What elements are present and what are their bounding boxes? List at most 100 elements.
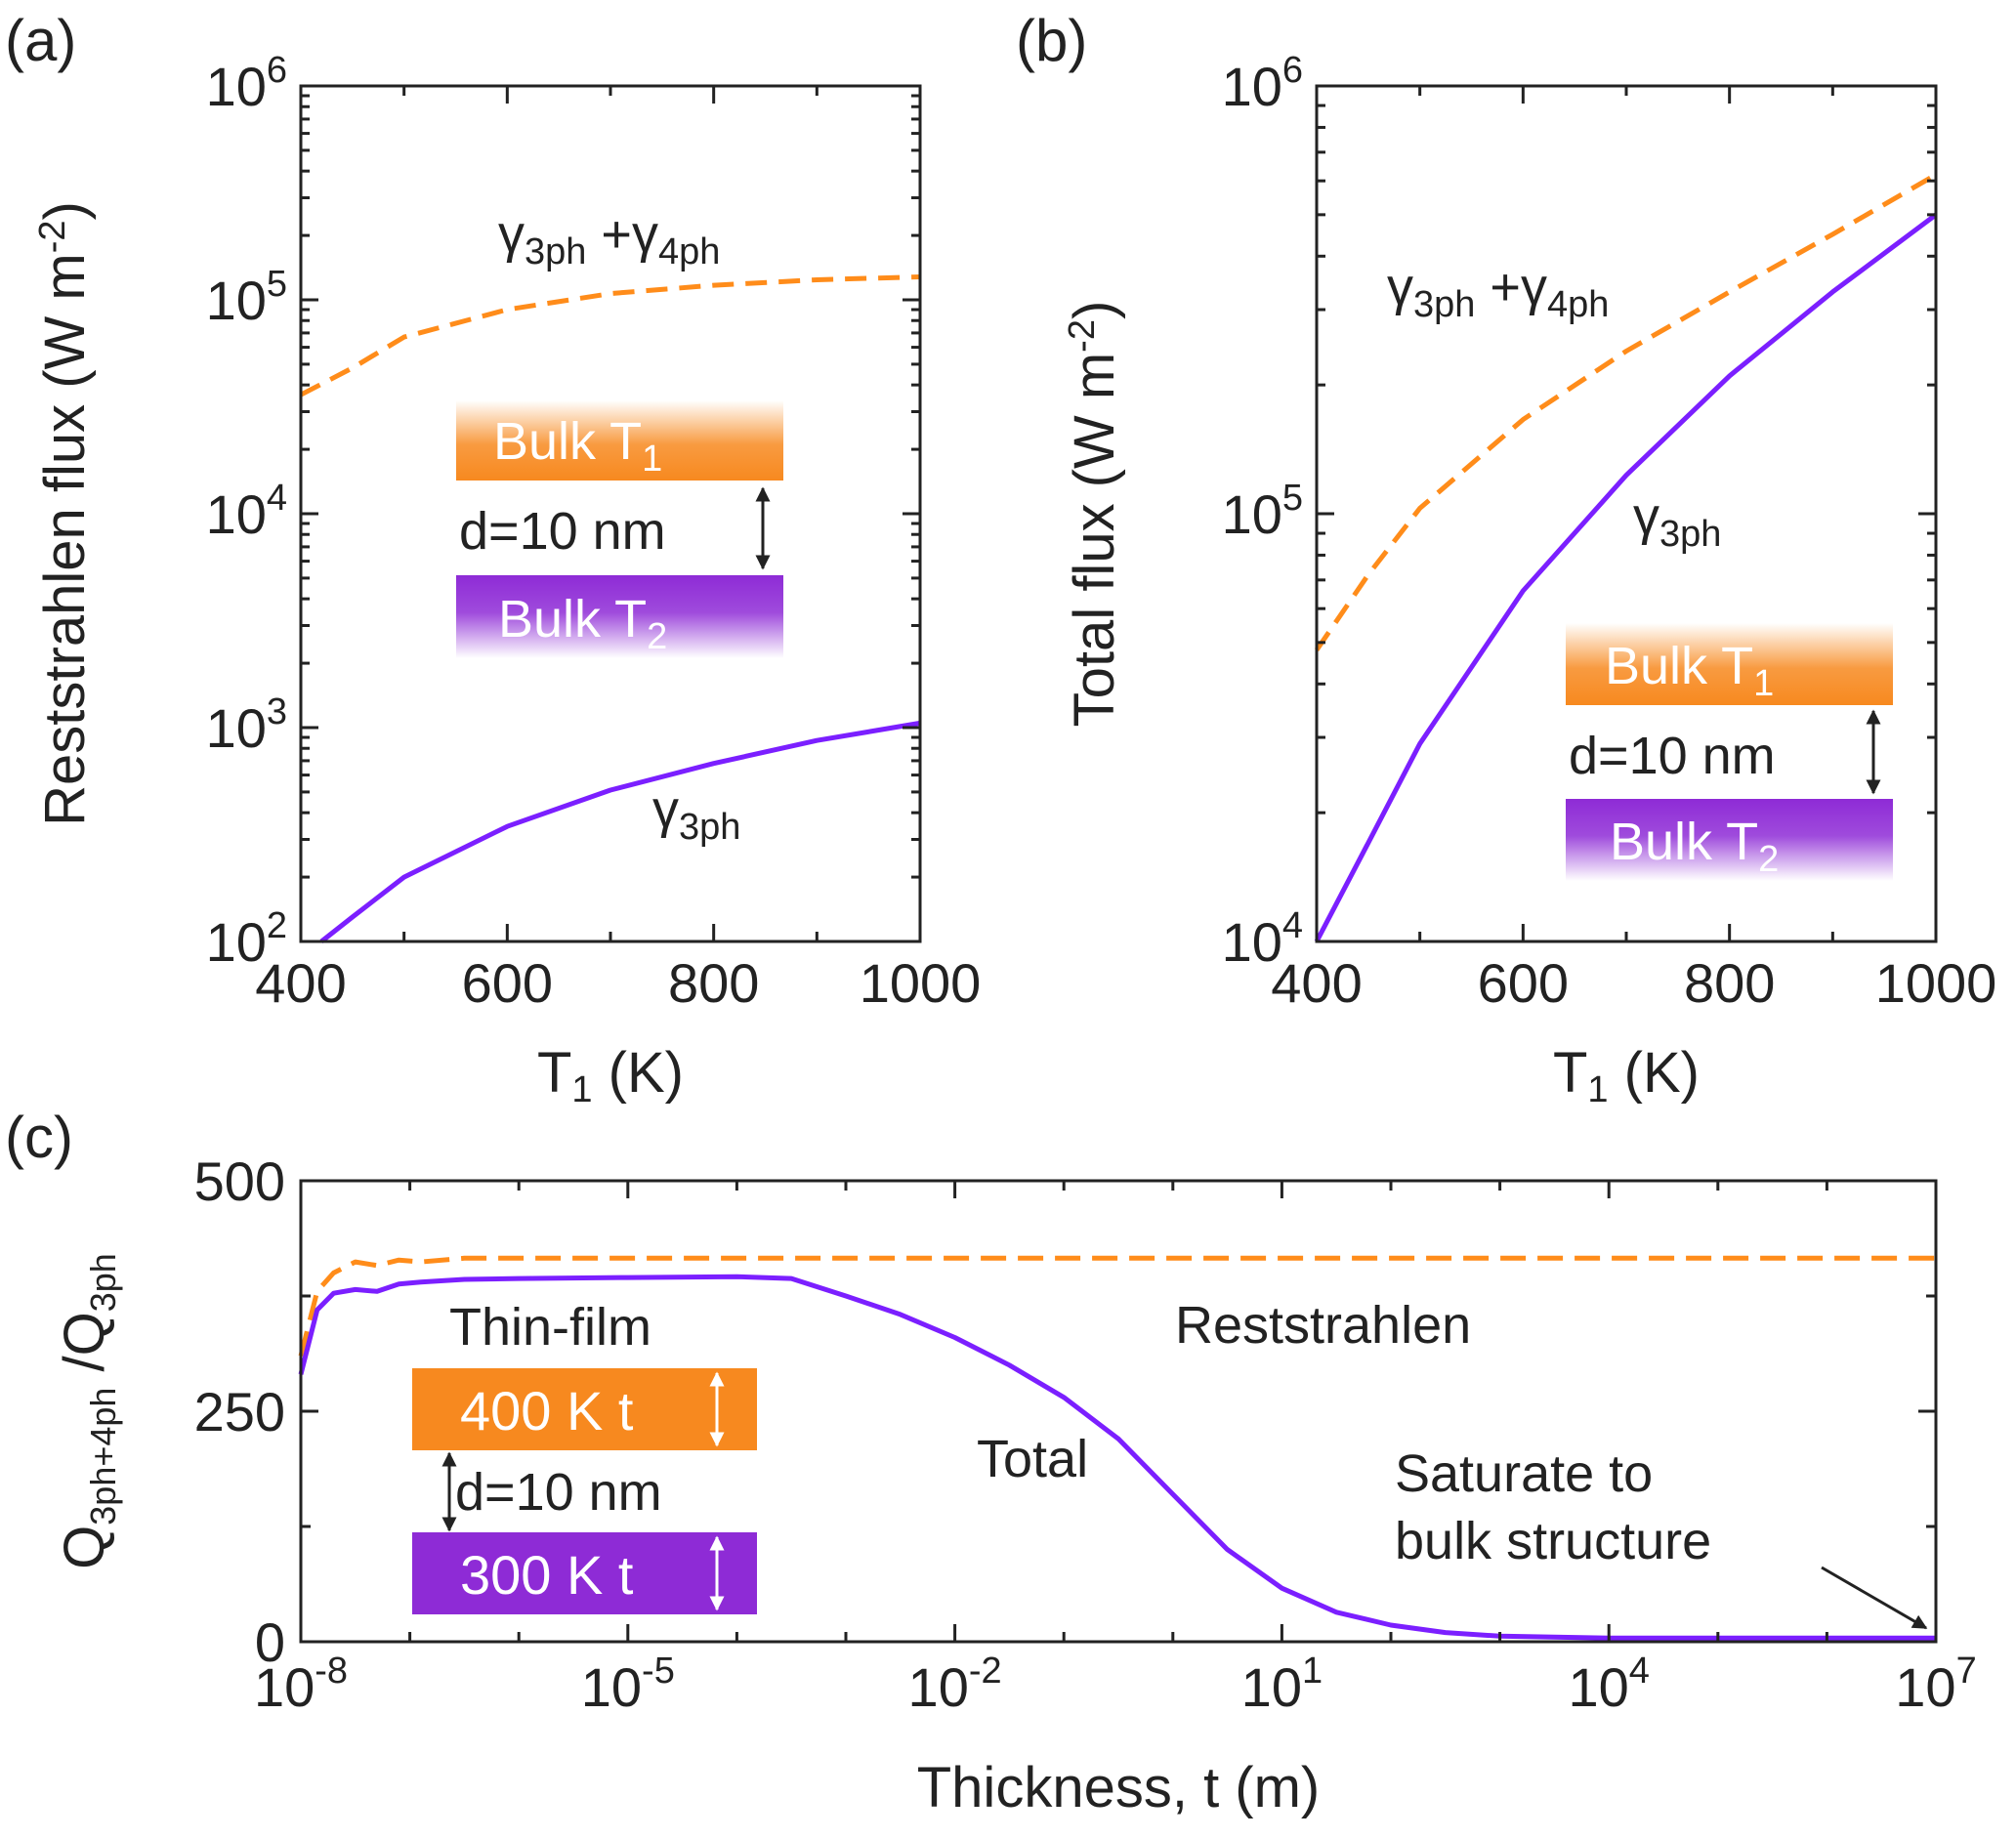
b-y-tick-label-4-base: 10 <box>1222 911 1282 973</box>
b-series-gamma-3ph-line <box>1314 212 1938 943</box>
panel-b-ylabel-sup: -2 <box>1062 319 1103 353</box>
b-top-box-sub: 1 <box>1753 663 1774 704</box>
a-y-tick-label-2-exp: 2 <box>267 905 287 946</box>
a-y-tick-label-6-exp: 6 <box>267 50 287 91</box>
panel-a-ylabel-end: ) <box>33 201 97 220</box>
c-x-tick-label-1: 101 <box>1241 1651 1323 1718</box>
b-y-tick-label-5: 105 <box>1222 478 1303 545</box>
a-y-tick-label-4-exp: 4 <box>267 478 287 519</box>
panel-c-ylabel-sub2: 3ph <box>83 1253 123 1312</box>
a-top-box-text: Bulk T <box>493 412 642 471</box>
panel-c-inset-top-box <box>412 1368 757 1450</box>
b-y-tick-label-4: 104 <box>1222 905 1303 973</box>
a-y-tick-label-2-base: 10 <box>206 911 267 973</box>
c-x-tick-label-7-exp: 7 <box>1956 1651 1977 1692</box>
panel-a-xlabel-main: T <box>537 1041 571 1105</box>
panel-a-inset-bottom-label: Bulk T2 <box>498 590 667 657</box>
a-y-tick-label-5-base: 10 <box>206 270 267 331</box>
c-x-tick-label--2: 10-2 <box>908 1651 1002 1718</box>
panel-a-y-axis-title: Reststrahlen flux (W m-2) <box>32 201 97 826</box>
b-bottom-box-text: Bulk T <box>1610 813 1758 871</box>
b-y-tick-label-5-exp: 5 <box>1282 478 1303 519</box>
panel-b-inset-top-label: Bulk T1 <box>1605 637 1774 704</box>
b-y-tick-label-4-exp: 4 <box>1282 905 1303 946</box>
c-y-tick-label-500: 500 <box>194 1150 285 1212</box>
c-x-tick-label--8-base: 10 <box>254 1656 315 1718</box>
b-x-tick-label-1000: 1000 <box>1875 952 1997 1014</box>
a2-sub: 3ph <box>679 807 740 848</box>
a-series-gamma-3ph-4ph-line <box>299 274 921 397</box>
panel-c-inset-bottom-label: 300 K t <box>460 1544 634 1606</box>
c-x-tick-label--2-exp: -2 <box>969 1651 1002 1692</box>
panel-a-annotation-3ph: γ3ph <box>652 780 740 848</box>
panel-b-y-axis-title: Total flux (W m-2) <box>1062 301 1126 728</box>
panel-a-x-axis-title: T1 (K) <box>537 1041 684 1110</box>
panel-c-ylabel-mid: /Q <box>53 1312 116 1387</box>
panel-b-annotation-3ph: γ3ph <box>1633 487 1721 555</box>
b1-op: + <box>1475 258 1521 316</box>
panel-c-inset: Thin-film 400 K t d=10 nm 300 K t <box>412 1298 757 1614</box>
a-y-tick-label-5-exp: 5 <box>267 264 287 305</box>
c-x-tick-label--5: 10-5 <box>581 1651 675 1718</box>
b1-gamma2: γ <box>1521 258 1547 316</box>
panel-b-label: (b) <box>1016 8 1087 73</box>
panel-c-annotation-reststrahlen: Reststrahlen <box>1175 1296 1471 1355</box>
c-x-tick-label-4-base: 10 <box>1568 1656 1628 1718</box>
panel-a-inset-gap-label: d=10 nm <box>459 502 666 561</box>
panel-b-xlabel-main: T <box>1553 1041 1587 1105</box>
a-y-tick-label-4-base: 10 <box>206 483 267 545</box>
panel-c-saturate-arrow <box>1821 1566 1928 1630</box>
panel-b-x-axis-title: T1 (K) <box>1553 1041 1700 1110</box>
panel-a-inset-bottom-box <box>456 575 783 658</box>
b-top-box-text: Bulk T <box>1605 637 1753 695</box>
c-x-tick-label--2-base: 10 <box>908 1656 969 1718</box>
panel-c-y-axis-title: Q3ph+4ph /Q3ph <box>53 1253 123 1569</box>
b-y-tick-label-6-base: 10 <box>1222 56 1282 117</box>
a-y-tick-label-3-base: 10 <box>206 697 267 759</box>
a1-gamma: γ <box>498 205 525 264</box>
b-bottom-box-sub: 2 <box>1758 839 1779 880</box>
a-x-tick-label-400: 400 <box>255 952 346 1014</box>
a-y-tick-label-4: 104 <box>206 478 287 545</box>
a-x-tick-label-600: 600 <box>462 952 553 1014</box>
b-x-tick-label-400: 400 <box>1271 952 1362 1014</box>
panel-c-annotation-saturate-line1: Saturate to <box>1395 1444 1653 1503</box>
c-y-tick-label-250: 250 <box>194 1381 285 1442</box>
c-x-tick-label--5-base: 10 <box>581 1656 642 1718</box>
a-x-tick-label-800: 800 <box>668 952 759 1014</box>
b2-sub: 3ph <box>1659 514 1721 555</box>
c-series-total-line <box>298 1274 1936 1641</box>
panel-b-inset: Bulk T1 d=10 nm Bulk T2 <box>1566 623 1893 881</box>
b-x-tick-label-600: 600 <box>1478 952 1569 1014</box>
a-series-gamma-3ph-line <box>319 720 921 943</box>
a-y-tick-label-3-exp: 3 <box>267 691 287 732</box>
panel-c-inset-title: Thin-film <box>449 1298 651 1357</box>
panel-c-inset-bottom-box <box>412 1532 757 1614</box>
panel-b-inset-top-box <box>1566 623 1893 705</box>
a1-gamma2: γ <box>632 205 658 264</box>
a-y-tick-label-6: 106 <box>206 50 287 117</box>
c-x-tick-label--8: 10-8 <box>254 1651 348 1718</box>
a-top-box-sub: 1 <box>642 439 662 480</box>
panel-a-annotation-3ph-4ph: γ3ph +γ4ph <box>498 205 720 272</box>
c-x-tick-label-7-base: 10 <box>1895 1656 1955 1718</box>
b-y-tick-label-6-exp: 6 <box>1282 50 1303 91</box>
b2-gamma: γ <box>1633 487 1659 546</box>
panel-a-ylabel-main: Reststrahlen flux (W m <box>33 253 97 826</box>
c-x-tick-label-7: 107 <box>1895 1651 1976 1718</box>
panel-a-label: (a) <box>5 8 76 73</box>
panel-b-xlabel-sub: 1 <box>1587 1069 1608 1110</box>
panel-a-inset-top-label: Bulk T1 <box>493 412 662 480</box>
b1-gamma: γ <box>1387 258 1413 316</box>
b-series-gamma-3ph-4ph-line <box>1314 172 1938 652</box>
panel-a-ylabel-sup: -2 <box>32 220 73 253</box>
panel-c-annotation-total: Total <box>977 1430 1088 1488</box>
panel-b-annotation-3ph-4ph: γ3ph +γ4ph <box>1387 258 1609 325</box>
a-bottom-box-text: Bulk T <box>498 590 647 648</box>
panel-c-ylabel-main: Q <box>53 1526 116 1569</box>
b-y-tick-label-5-base: 10 <box>1222 483 1282 545</box>
c-x-tick-label--5-exp: -5 <box>642 1651 675 1692</box>
